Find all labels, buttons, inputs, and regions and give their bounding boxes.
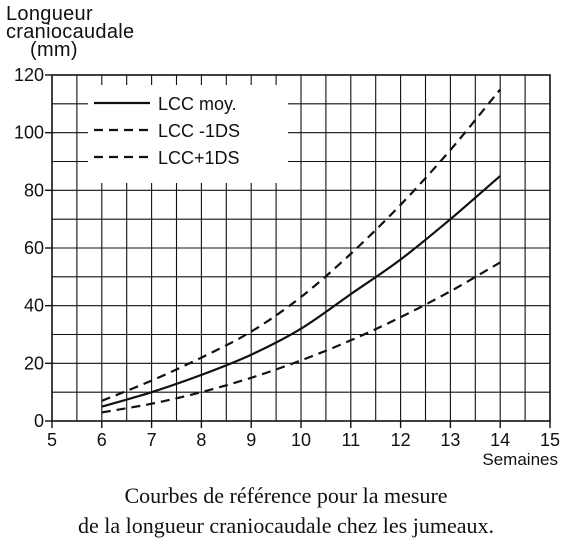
- series-line-lcc-1ds: [101, 261, 501, 414]
- x-tick-label: 13: [440, 430, 460, 450]
- y-tick-label: 40: [24, 296, 44, 316]
- legend-box: [88, 85, 288, 183]
- x-tick-label: 14: [490, 430, 510, 450]
- y-axis-title-line-1: Longueur: [6, 3, 93, 25]
- x-tick-label: 11: [341, 430, 360, 450]
- x-tick-label: 8: [196, 430, 206, 450]
- y-tick-label: 100: [14, 123, 44, 143]
- y-tick-label: 80: [24, 180, 44, 200]
- y-tick-label: 60: [24, 238, 44, 258]
- caption-line-2: de la longueur craniocaudale chez les ju…: [78, 513, 494, 538]
- y-tick-label: 0: [34, 411, 44, 431]
- legend-label-lcc-1ds: LCC -1DS: [158, 121, 240, 141]
- y-tick-label: 20: [24, 353, 44, 373]
- x-tick-label: 7: [147, 430, 157, 450]
- x-tick-label: 6: [97, 430, 107, 450]
- caption-line-1: Courbes de référence pour la mesure: [124, 483, 448, 508]
- y-axis-title-line-2: craniocaudale: [6, 21, 135, 43]
- legend-label-lcc-moy: LCC moy.: [158, 94, 237, 114]
- y-axis-title-line-3: (mm): [30, 39, 78, 61]
- x-tick-label: 5: [47, 430, 57, 450]
- series-line-lcc-moy: [101, 175, 501, 408]
- x-tick-label: 10: [291, 430, 311, 450]
- x-tick-label: 12: [391, 430, 411, 450]
- x-tick-label: 9: [246, 430, 256, 450]
- x-tick-label: 15: [540, 430, 560, 450]
- series-line-lccplus1ds: [101, 88, 502, 402]
- x-axis-title: Semaines: [482, 450, 558, 469]
- y-tick-label: 120: [14, 65, 44, 85]
- legend-label-lccplus1ds: LCC+1DS: [158, 148, 240, 168]
